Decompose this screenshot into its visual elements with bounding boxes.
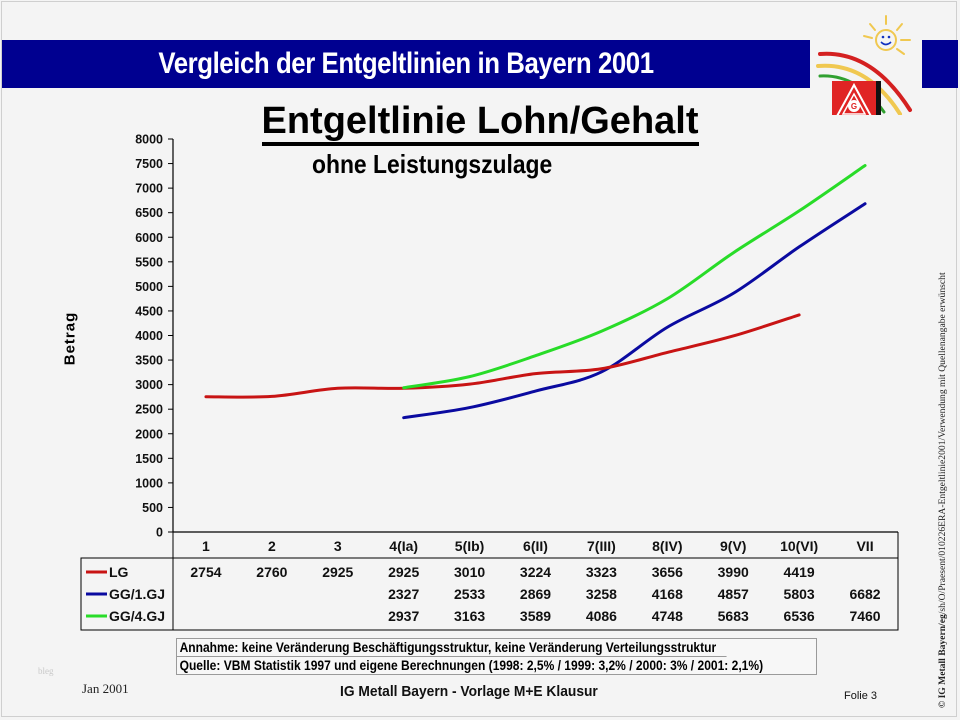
copyright-path: /sh/O/Praesent/010226ERA-Entgeltlinie200… bbox=[937, 272, 948, 615]
y-tick-label: 2500 bbox=[135, 403, 163, 417]
x-category-label: 7(III) bbox=[587, 538, 616, 554]
data-label: 2937 bbox=[388, 608, 419, 624]
data-label: 3224 bbox=[520, 564, 551, 580]
data-label: 2869 bbox=[520, 586, 551, 602]
x-category-label: 3 bbox=[334, 538, 342, 554]
chart-title: Entgeltlinie Lohn/Gehalt bbox=[200, 100, 760, 146]
x-category-label: 4(Ia) bbox=[389, 538, 418, 554]
data-label: 2533 bbox=[454, 586, 485, 602]
data-label: 2925 bbox=[322, 564, 353, 580]
x-category-label: VII bbox=[856, 538, 873, 554]
y-tick-label: 7500 bbox=[135, 157, 163, 171]
data-label: 3010 bbox=[454, 564, 485, 580]
data-label: 4168 bbox=[652, 586, 683, 602]
legend-label: GG/1.GJ bbox=[109, 586, 165, 602]
y-tick-label: 7000 bbox=[135, 182, 163, 196]
series-line-lg bbox=[204, 313, 801, 399]
y-tick-label: 3500 bbox=[135, 354, 163, 368]
data-table: 1 2 3 4(Ia) 5(Ib) 6(II) 7(III) 8(IV) 9(V) 10(VI) V… bbox=[80, 532, 899, 631]
data-label: 3163 bbox=[454, 608, 485, 624]
y-tick-label: 2000 bbox=[135, 427, 163, 441]
data-label: 3323 bbox=[586, 564, 617, 580]
series-line-gg1 bbox=[402, 202, 867, 420]
series-line-gg4 bbox=[402, 164, 867, 390]
y-tick-label: 5000 bbox=[135, 280, 163, 294]
data-label: 4748 bbox=[652, 608, 683, 624]
assumption-note: Annahme: keine Veränderung Beschäftigung… bbox=[179, 639, 717, 655]
title-banner-right bbox=[922, 40, 958, 88]
chart-title-text: Entgeltlinie Lohn/Gehalt bbox=[261, 100, 699, 146]
svg-text:G: G bbox=[851, 102, 857, 111]
y-tick-label: 5500 bbox=[135, 255, 163, 269]
y-axis-ticks: 0 500 1000 1500 2000 2500 3000 3500 4000 4500 5000… bbox=[135, 133, 173, 540]
table-body-border bbox=[80, 557, 899, 631]
igm-bayern-logo: G bbox=[816, 15, 912, 115]
y-tick-label: 0 bbox=[156, 526, 163, 540]
y-tick-label: 1500 bbox=[135, 452, 163, 466]
x-category-label: 6(II) bbox=[523, 538, 548, 554]
y-tick-label: 4000 bbox=[135, 329, 163, 343]
data-label: 4857 bbox=[718, 586, 749, 602]
y-tick-label: 4500 bbox=[135, 304, 163, 318]
data-label: 3656 bbox=[652, 564, 683, 580]
data-label: 6682 bbox=[849, 586, 880, 602]
y-tick-label: 1000 bbox=[135, 476, 163, 490]
data-label: 6536 bbox=[784, 608, 815, 624]
data-label: 4419 bbox=[784, 564, 815, 580]
y-tick-label: 8000 bbox=[135, 133, 163, 147]
banner-title: Vergleich der Entgeltlinien in Bayern 20… bbox=[158, 47, 654, 80]
notes-box: Annahme: keine Veränderung Beschäftigung… bbox=[176, 638, 817, 675]
x-category-label: 8(IV) bbox=[652, 538, 682, 554]
source-note: Quelle: VBM Statistik 1997 und eigene Be… bbox=[177, 656, 763, 674]
copyright-vertical: © IG Metall Bayern/eg/sh/O/Praesent/0102… bbox=[937, 48, 948, 708]
sun-icon bbox=[863, 15, 911, 55]
data-label: 2925 bbox=[388, 564, 419, 580]
faint-mark: bleg bbox=[38, 666, 54, 676]
x-category-label: 1 bbox=[202, 538, 210, 554]
chart-axes bbox=[172, 139, 898, 533]
data-label: 2760 bbox=[256, 564, 287, 580]
x-category-label: 5(Ib) bbox=[455, 538, 485, 554]
data-label: 7460 bbox=[849, 608, 880, 624]
footer-date: Jan 2001 bbox=[82, 681, 129, 696]
x-category-label: 2 bbox=[268, 538, 276, 554]
data-label: 5683 bbox=[718, 608, 749, 624]
legend-label: LG bbox=[109, 564, 129, 580]
data-label: 3589 bbox=[520, 608, 551, 624]
y-tick-label: 6500 bbox=[135, 206, 163, 220]
series-lines bbox=[204, 164, 867, 420]
chart-subtitle: ohne Leistungszulage bbox=[312, 149, 553, 179]
y-tick-label: 500 bbox=[142, 501, 163, 515]
data-label: 3258 bbox=[586, 586, 617, 602]
y-tick-label: 3000 bbox=[135, 378, 163, 392]
data-label: 3990 bbox=[718, 564, 749, 580]
footer-title: IG Metall Bayern - Vorlage M+E Klausur bbox=[340, 683, 598, 700]
data-label: 2754 bbox=[190, 564, 221, 580]
title-banner bbox=[2, 40, 810, 88]
y-tick-label: 6000 bbox=[135, 231, 163, 245]
data-label: 5803 bbox=[784, 586, 815, 602]
x-category-label: 9(V) bbox=[720, 538, 746, 554]
copyright-owner: © IG Metall Bayern/eg bbox=[937, 614, 948, 708]
data-label: 2327 bbox=[388, 586, 419, 602]
legend-label: GG/4.GJ bbox=[109, 608, 165, 624]
slide-number: Folie 3 bbox=[844, 690, 878, 702]
x-category-label: 10(VI) bbox=[780, 538, 818, 554]
data-label: 4086 bbox=[586, 608, 617, 624]
